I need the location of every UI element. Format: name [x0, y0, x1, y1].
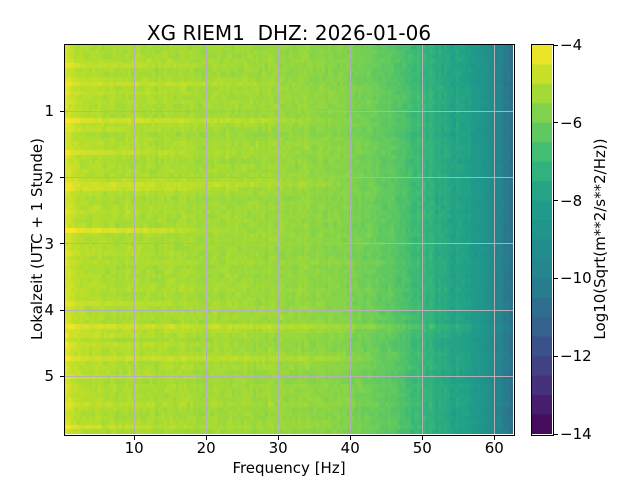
- x-tick-mark: [133, 435, 135, 440]
- colorbar-tick-mark: [553, 44, 558, 46]
- y-tick-mark: [59, 110, 64, 112]
- x-tick-mark: [277, 435, 279, 440]
- colorbar-tick-label: −14: [560, 425, 592, 443]
- y-tick-label: 5: [44, 367, 54, 386]
- y-tick-mark: [59, 375, 64, 377]
- colorbar-tick-mark: [553, 355, 558, 357]
- colorbar-gradient: [532, 45, 552, 434]
- y-tick-mark: [59, 243, 64, 245]
- plot-title: XG RIEM1 DHZ: 2026-01-06: [146, 21, 432, 45]
- y-tick-mark: [59, 309, 64, 311]
- colorbar-tick-label: −8: [560, 191, 583, 210]
- x-tick-label: 50: [412, 439, 432, 457]
- y-tick-label: 1: [44, 102, 54, 121]
- colorbar-tick-mark: [553, 200, 558, 202]
- x-tick-mark: [205, 435, 207, 440]
- y-tick-label: 4: [44, 301, 54, 320]
- colorbar-tick-mark: [553, 433, 558, 435]
- y-tick-label: 2: [44, 168, 54, 187]
- colorbar-tick-mark: [553, 122, 558, 124]
- x-tick-label: 30: [268, 439, 288, 457]
- x-tick-label: 20: [196, 439, 216, 457]
- colorbar-tick-label: −10: [560, 269, 592, 288]
- colorbar-tick-label: −12: [560, 347, 592, 366]
- spectrogram-image: [65, 45, 513, 434]
- x-tick-label: 10: [124, 439, 144, 457]
- x-tick-mark: [493, 435, 495, 440]
- y-tick-label: 3: [44, 234, 54, 253]
- x-tick-mark: [349, 435, 351, 440]
- x-axis-label: Frequency [Hz]: [232, 459, 346, 477]
- x-tick-label: 60: [484, 439, 504, 457]
- x-tick-mark: [421, 435, 423, 440]
- colorbar-tick-mark: [553, 277, 558, 279]
- colorbar-tick-label: −6: [560, 113, 583, 132]
- x-tick-label: 40: [340, 439, 360, 457]
- colorbar-label: Log10(Sqrt(m**2/s**2/Hz)): [591, 138, 609, 340]
- y-tick-mark: [59, 177, 64, 179]
- colorbar-tick-label: −4: [560, 36, 583, 54]
